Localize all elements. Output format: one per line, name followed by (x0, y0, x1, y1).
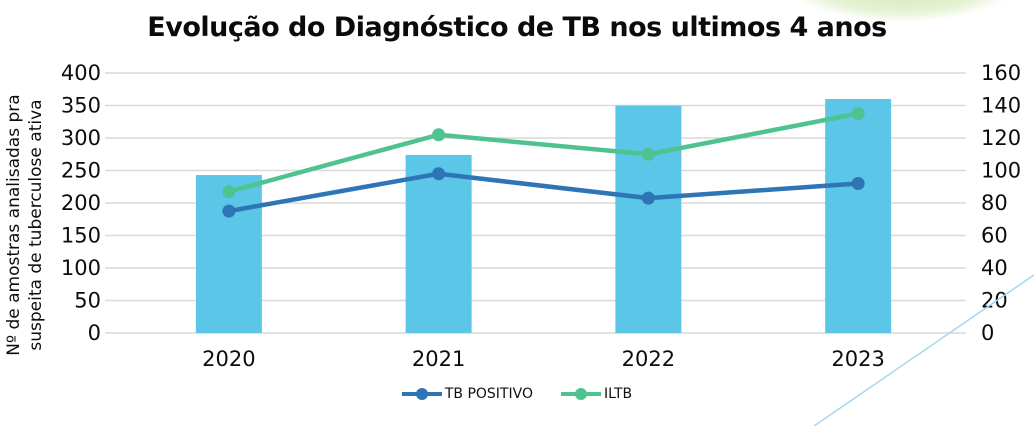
legend-label-tb-positivo: TB POSITIVO (444, 386, 533, 402)
line-tb-positivo (226, 171, 861, 214)
legend-item-iltb: ILTB (560, 386, 633, 402)
right-axis-tick-label: 0 (981, 321, 994, 345)
point-iltb-2022 (641, 147, 655, 161)
x-axis-label-2023: 2023 (831, 347, 884, 371)
line-iltb (226, 111, 861, 194)
left-axis-tick-label: 50 (74, 289, 101, 313)
point-tb-positivo-2020 (222, 204, 236, 218)
iltb-dot-icon (574, 388, 587, 400)
decorative-diagonal-line (813, 274, 1034, 426)
chart-legend: TB POSITIVO ILTB (0, 386, 1034, 402)
point-tb-positivo-2021 (432, 167, 446, 181)
left-axis-tick-label: 100 (61, 256, 101, 280)
bar-2023 (825, 99, 892, 333)
left-axis-tick-label: 0 (88, 321, 101, 345)
x-axis-label-2022: 2022 (622, 347, 675, 371)
right-axis-tick-label: 140 (981, 94, 1021, 118)
chart-title: Evolução do Diagnóstico de TB nos ultimo… (147, 12, 887, 43)
left-axis-tick-label: 400 (61, 61, 101, 85)
x-axis-label-2020: 2020 (202, 347, 255, 371)
left-axis-tick-label: 350 (61, 94, 101, 118)
right-axis-tick-label: 60 (981, 224, 1008, 248)
point-tb-positivo-2023 (851, 177, 865, 190)
bar-2020 (195, 175, 262, 333)
tb-positivo-dot-icon (415, 388, 428, 400)
x-axis-label-2021: 2021 (412, 347, 465, 371)
left-axis-tick-label: 200 (61, 191, 101, 215)
point-iltb-2020 (222, 185, 236, 199)
iltb-line-marker-icon (560, 388, 601, 400)
bar-2021 (405, 154, 472, 333)
bar-2022 (615, 105, 682, 333)
left-axis-tick-label: 300 (61, 126, 101, 150)
left-axis-tick-label: 150 (61, 224, 101, 248)
right-axis-tick-label: 80 (981, 191, 1008, 215)
right-axis-tick-label: 100 (981, 159, 1021, 183)
legend-item-tb-positivo: TB POSITIVO (401, 386, 533, 402)
tb-positivo-line-marker-icon (401, 388, 442, 400)
right-axis-tick-label: 120 (981, 126, 1021, 150)
point-iltb-2023 (851, 107, 865, 121)
point-iltb-2021 (432, 128, 446, 142)
decorative-ellipse (784, 0, 1020, 22)
right-axis-tick-label: 40 (981, 256, 1008, 280)
right-axis-tick-label: 160 (981, 61, 1021, 85)
point-tb-positivo-2022 (641, 191, 655, 205)
legend-label-iltb: ILTB (603, 386, 633, 402)
left-axis-tick-label: 250 (61, 159, 101, 183)
